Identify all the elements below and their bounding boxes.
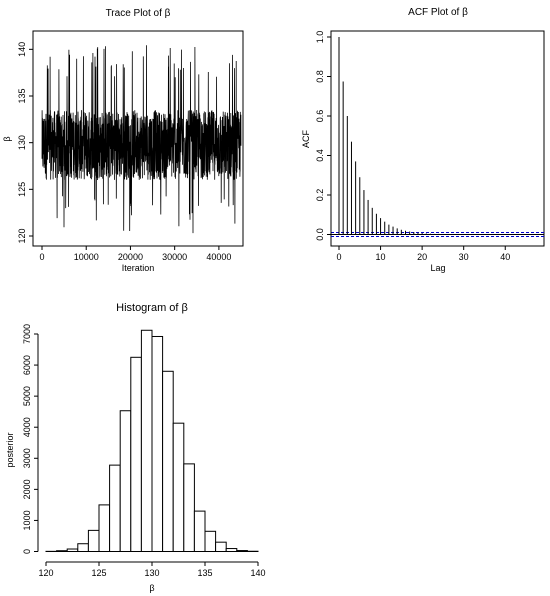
acf-panel: ACF Plot of β 0.0 0.2 0.4 0.6 0.8 1.0 0 10 20 30… xyxy=(301,7,545,273)
histogram-bar xyxy=(236,550,248,553)
x-tick-label: 10 xyxy=(376,252,386,262)
histogram-bar xyxy=(130,356,142,552)
histogram-y-axis: 0 1000 2000 3000 4000 5000 6000 7000 xyxy=(22,324,39,554)
x-tick-label: 40000 xyxy=(206,252,231,262)
histogram-bar xyxy=(183,463,195,552)
x-tick-label: 135 xyxy=(197,568,212,578)
histogram-panel: Histogram of β 0 1000 2000 3000 4000 5000 6000… xyxy=(5,302,266,593)
acf-x-label: Lag xyxy=(430,263,445,273)
trace-series xyxy=(41,45,242,234)
histogram-bar xyxy=(77,543,89,552)
histogram-bar xyxy=(162,370,174,552)
histogram-bar xyxy=(151,335,164,552)
x-tick-label: 10000 xyxy=(74,252,99,262)
x-tick-label: 30000 xyxy=(162,252,187,262)
histogram-bar xyxy=(215,541,227,553)
trace-x-axis: 0 10000 20000 30000 40000 xyxy=(39,245,231,262)
x-tick-label: 125 xyxy=(91,568,106,578)
y-tick-label: 0.0 xyxy=(315,228,325,241)
histogram-bar xyxy=(87,529,100,552)
histogram-y-label: posterior xyxy=(5,432,15,467)
y-tick-label: 120 xyxy=(17,228,27,243)
y-tick-label: 2000 xyxy=(22,479,32,499)
acf-x-axis: 0 10 20 30 40 xyxy=(336,245,510,262)
y-tick-label: 0.4 xyxy=(315,149,325,162)
histogram-bar xyxy=(66,548,79,552)
x-tick-label: 120 xyxy=(38,568,53,578)
histogram-bar xyxy=(204,530,217,553)
trace-title: Trace Plot of β xyxy=(106,8,171,19)
histogram-bar xyxy=(98,504,111,552)
acf-plot-frame xyxy=(330,30,545,247)
y-tick-label: 7000 xyxy=(22,324,32,344)
y-tick-label: 0.2 xyxy=(315,189,325,202)
acf-bars xyxy=(331,37,544,235)
histogram-bars xyxy=(45,329,259,553)
histogram-x-axis: 120 125 130 135 140 xyxy=(38,561,266,578)
y-tick-label: 125 xyxy=(17,182,27,197)
trace-y-label: β xyxy=(2,136,12,141)
acf-y-axis: 0.0 0.2 0.4 0.6 0.8 1.0 xyxy=(315,31,332,241)
x-tick-label: 20 xyxy=(417,252,427,262)
histogram-bar xyxy=(172,422,185,552)
y-tick-label: 1.0 xyxy=(315,31,325,44)
histogram-bar xyxy=(56,550,68,552)
y-tick-label: 135 xyxy=(17,88,27,103)
y-tick-label: 0 xyxy=(22,549,32,554)
y-tick-label: 140 xyxy=(17,42,27,57)
trace-panel: Trace Plot of β 120 125 130 135 140 0 10000 20… xyxy=(2,8,244,273)
x-tick-label: 20000 xyxy=(118,252,143,262)
x-tick-label: 130 xyxy=(144,568,159,578)
trace-line xyxy=(41,45,242,234)
histogram-bar xyxy=(193,510,206,553)
y-tick-label: 3000 xyxy=(22,448,32,468)
histogram-bar xyxy=(225,548,238,553)
acf-y-label: ACF xyxy=(301,129,311,148)
histogram-bar xyxy=(109,464,121,552)
y-tick-label: 6000 xyxy=(22,355,32,375)
y-tick-label: 5000 xyxy=(22,386,32,406)
y-tick-label: 0.6 xyxy=(315,110,325,123)
acf-title: ACF Plot of β xyxy=(408,7,468,18)
y-tick-label: 0.8 xyxy=(315,70,325,83)
histogram-x-label: β xyxy=(149,583,154,593)
acf-confidence-bands xyxy=(331,232,544,237)
trace-y-axis: 120 125 130 135 140 xyxy=(17,42,34,244)
histogram-bar xyxy=(140,329,153,552)
x-tick-label: 40 xyxy=(500,252,510,262)
x-tick-label: 0 xyxy=(336,252,341,262)
histogram-title: Histogram of β xyxy=(116,302,188,314)
trace-x-label: Iteration xyxy=(122,263,155,273)
x-tick-label: 0 xyxy=(39,252,44,262)
histogram-bar xyxy=(119,410,132,552)
y-tick-label: 130 xyxy=(17,135,27,150)
y-tick-label: 4000 xyxy=(22,417,32,437)
x-tick-label: 30 xyxy=(459,252,469,262)
x-tick-label: 140 xyxy=(250,568,265,578)
y-tick-label: 1000 xyxy=(22,510,32,530)
